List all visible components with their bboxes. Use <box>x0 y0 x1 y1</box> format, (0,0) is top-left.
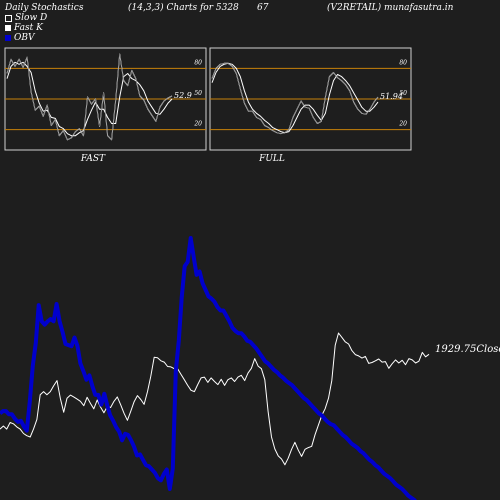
full-fast-k-inner <box>211 63 379 134</box>
full-tick-label-80: 80 <box>399 59 407 66</box>
legend-slow-d: Slow D <box>5 13 47 23</box>
fast-tick-label-50: 50 <box>194 90 202 97</box>
slow-d-swatch <box>5 14 12 22</box>
chart-code: 67 <box>257 3 269 13</box>
fast-tick-label-20: 20 <box>193 121 202 128</box>
chart-params: (14,3,3) Charts for 5328 <box>128 3 239 13</box>
chart-symbol: (V2RETAIL) munafasutra.in <box>327 3 454 13</box>
full-slow-d-line <box>211 62 379 134</box>
legend-obv-label: OBV <box>14 33 35 43</box>
legend-slow-d-label: Slow D <box>15 13 48 23</box>
fast-tick-label-80: 80 <box>194 59 202 66</box>
close-price-line <box>0 332 430 466</box>
fast-k-swatch <box>5 25 11 31</box>
full-tick-label-50: 50 <box>399 90 407 97</box>
legend-fast-k: Fast K <box>5 23 43 33</box>
fast-slow-d-line <box>6 61 173 137</box>
legend-obv: OBV <box>5 33 35 43</box>
full-last-value: 51.94 <box>380 92 403 101</box>
close-price-label: 1929.75Close <box>435 344 500 355</box>
obv-line <box>0 236 417 500</box>
fast-fast-k-inner <box>6 54 173 141</box>
full-tick-label-20: 20 <box>398 121 407 128</box>
legend-fast-k-label: Fast K <box>14 23 43 33</box>
fast-panel-label: FAST <box>80 154 106 164</box>
chart-title: Daily Stochastics <box>5 3 84 13</box>
obv-swatch <box>5 35 11 41</box>
fast-last-value: 52.9 <box>174 91 192 100</box>
full-panel-label: FULL <box>258 154 285 164</box>
